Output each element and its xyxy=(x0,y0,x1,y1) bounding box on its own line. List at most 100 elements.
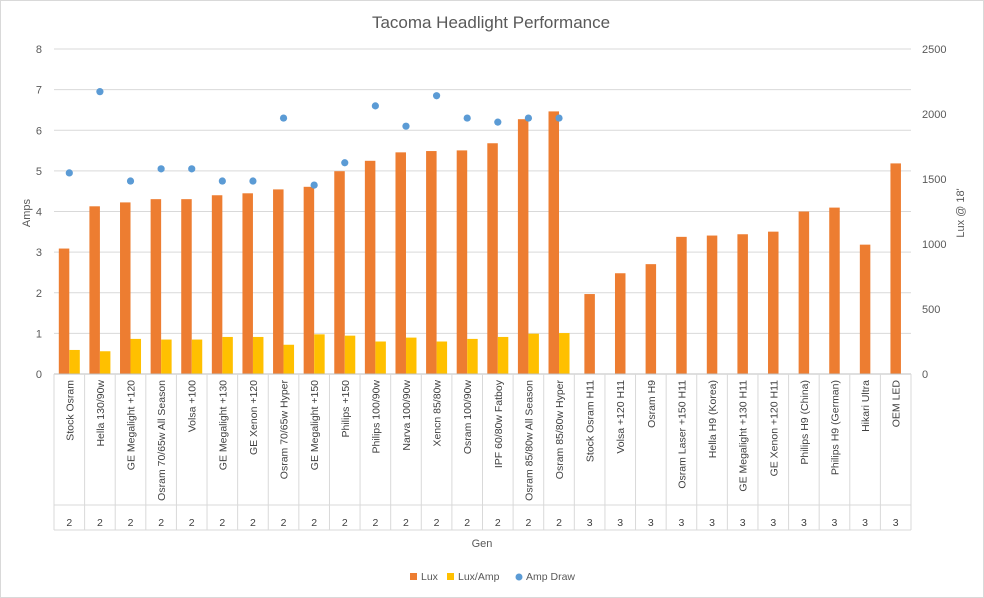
amp-draw-point xyxy=(310,181,318,189)
gen-label: 2 xyxy=(495,517,501,529)
gen-label: 3 xyxy=(709,517,715,529)
lux-bar xyxy=(706,235,718,374)
gen-label: 2 xyxy=(311,517,317,529)
lux-per-amp-bar xyxy=(191,339,203,374)
category-label: Volsa +120 H11 xyxy=(615,380,627,454)
gen-label: 3 xyxy=(801,517,807,529)
gen-label: 3 xyxy=(832,517,838,529)
lux-per-amp-bar xyxy=(467,338,478,374)
chart-title: Tacoma Headlight Performance xyxy=(372,13,610,32)
amp-draw-point xyxy=(402,122,410,130)
category-label: Volsa +100 xyxy=(187,380,199,432)
lux-bar xyxy=(859,244,871,374)
lux-per-amp-bar xyxy=(497,336,509,374)
lux-per-amp-bar xyxy=(436,341,448,374)
lux-bar xyxy=(150,199,162,374)
category-labels: Stock Osram Hella 130/90w GE Megalight +12… xyxy=(64,379,902,501)
legend-lux-swatch xyxy=(410,573,417,580)
category-label: Philips +150 xyxy=(340,380,352,438)
lux-per-amp-bar xyxy=(375,341,386,374)
category-label: GE Xenon +120 xyxy=(248,380,260,455)
right-tick-label: 1000 xyxy=(922,239,946,251)
lux-bar xyxy=(645,264,657,374)
gen-label: 2 xyxy=(464,517,470,529)
lux-per-amp-bar xyxy=(99,351,111,374)
lux-per-amp-bar xyxy=(314,334,325,374)
gridlines xyxy=(54,48,911,375)
lux-bar xyxy=(768,231,779,374)
category-label: Philips H9 (German) xyxy=(829,380,841,475)
lux-per-amp-bar xyxy=(344,335,356,374)
left-tick-label: 5 xyxy=(36,166,42,178)
amp-draw-point xyxy=(555,114,563,122)
gen-label: 3 xyxy=(770,517,776,529)
lux-bar xyxy=(89,206,100,374)
amp-draw-point xyxy=(432,92,441,100)
lux-per-amp-bar xyxy=(130,338,142,374)
right-tick-label: 2500 xyxy=(922,44,946,56)
amp-draw-series xyxy=(65,88,563,189)
lux-bar xyxy=(58,248,70,374)
category-label: Stock Osram xyxy=(64,380,76,441)
amp-draw-point xyxy=(371,102,379,110)
left-tick-label: 6 xyxy=(36,125,42,137)
category-label: Hikari Ultra xyxy=(860,380,872,432)
lux-bar xyxy=(456,150,468,374)
gen-labels: 2 2 2 2 2 2 2 2 2 2 2 2 2 2 2 2 2 3 3 3 3 3 3 3 3 3 3 3 xyxy=(66,517,898,529)
category-label: Osram 70/65w Hyper xyxy=(279,379,291,479)
amp-draw-point xyxy=(65,169,73,177)
left-tick-label: 1 xyxy=(36,328,42,340)
category-label: GE Megalight +130 H11 xyxy=(738,380,750,492)
lux-bar xyxy=(364,160,376,374)
amp-draw-point xyxy=(126,177,135,185)
category-label: Osram Laser +150 H11 xyxy=(676,380,688,489)
lux-bar xyxy=(487,143,498,374)
lux-bar xyxy=(890,163,901,374)
lux-bar xyxy=(242,193,253,374)
legend-amp-draw-label: Amp Draw xyxy=(526,571,575,583)
category-label: Philips H9 (China) xyxy=(799,380,811,465)
lux-per-amp-bar xyxy=(69,349,80,374)
right-tick-label: 0 xyxy=(922,369,928,381)
amp-draw-point xyxy=(524,114,533,122)
gen-label: 2 xyxy=(219,517,225,529)
lux-bar xyxy=(181,199,192,374)
lux-bar xyxy=(584,294,595,374)
gen-label: 2 xyxy=(158,517,164,529)
gen-label: 3 xyxy=(587,517,593,529)
amp-draw-point xyxy=(341,159,349,167)
gen-label: 3 xyxy=(648,517,654,529)
lux-per-amp-bar xyxy=(222,336,233,374)
gen-label: 2 xyxy=(403,517,409,529)
category-label: Osram 85/80w All Season xyxy=(523,380,535,501)
category-label: Osram H9 xyxy=(646,380,658,428)
lux-bar xyxy=(273,189,284,374)
lux-per-amp-bar xyxy=(528,333,539,374)
lux-per-amp-series xyxy=(69,333,570,374)
left-tick-label: 2 xyxy=(36,288,42,300)
lux-bar xyxy=(334,171,345,374)
lux-per-amp-bar xyxy=(252,336,264,374)
category-label: Osram 100/90w xyxy=(462,380,474,455)
category-label: Xencn 85/80w xyxy=(432,380,444,447)
right-tick-label: 1500 xyxy=(922,174,946,186)
left-tick-label: 3 xyxy=(36,247,42,259)
legend-lux-label: Lux xyxy=(421,571,439,583)
category-label: GE Megalight +120 xyxy=(126,380,138,470)
category-label: GE Xenon +120 H11 xyxy=(768,380,780,477)
lux-bar xyxy=(614,273,626,374)
lux-bar xyxy=(120,202,131,374)
legend-lux-per-amp-label: Lux/Amp xyxy=(458,571,500,583)
lux-bar xyxy=(737,234,748,374)
x-axis-title: Gen xyxy=(472,538,493,550)
lux-bar xyxy=(548,111,560,375)
amp-draw-point xyxy=(96,88,104,96)
gen-label: 2 xyxy=(250,517,256,529)
amp-draw-point xyxy=(463,114,471,122)
lux-series xyxy=(58,111,901,375)
category-label: GE Megalight +150 xyxy=(309,380,321,470)
left-axis-ticks: 0 1 2 3 4 5 6 7 8 xyxy=(36,44,42,381)
lux-bar xyxy=(303,186,315,374)
gen-label: 3 xyxy=(740,517,746,529)
